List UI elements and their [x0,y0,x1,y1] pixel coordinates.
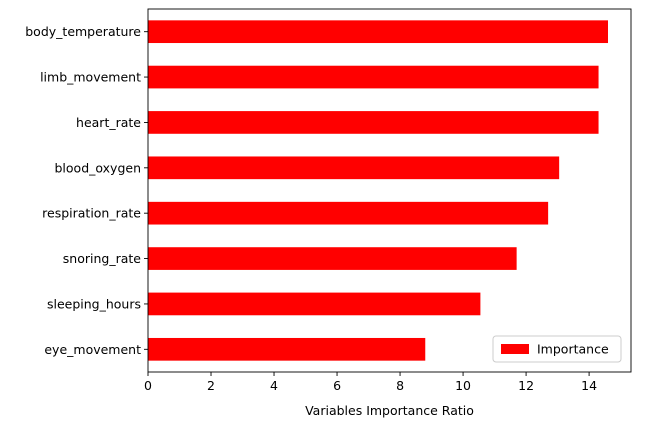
y-tick-label: respiration_rate [42,206,141,221]
bars-layer [148,20,608,361]
y-tick-label: eye_movement [44,342,141,357]
y-tick-label: body_temperature [25,24,141,39]
legend-box [492,335,622,363]
legend: Importance [492,335,622,363]
x-tick-label: 2 [207,378,215,393]
legend-swatch [501,344,529,354]
x-tick-label: 6 [333,378,341,393]
x-tick-label: 4 [270,378,278,393]
y-ticks: eye_movement sleeping_hours snoring_rate re… [25,24,148,357]
y-tick-label: heart_rate [76,115,141,130]
x-tick-label: 12 [518,378,534,393]
x-tick-label: 0 [144,378,152,393]
y-tick-label: snoring_rate [63,251,142,266]
bar-snoring_rate [148,247,517,270]
x-ticks: 0 2 4 6 8 10 12 14 [144,372,597,393]
y-tick-label: sleeping_hours [47,296,141,311]
bar-sleeping_hours [148,292,481,316]
x-tick-label: 8 [396,378,404,393]
bar-eye_movement [148,337,426,361]
bar-limb_movement [148,65,599,89]
bar-body_temperature [148,20,608,44]
x-axis-label: Variables Importance Ratio [305,403,474,418]
y-tick-label: limb_movement [40,70,141,85]
bar-respiration_rate [148,201,549,225]
x-tick-label: 10 [455,378,471,393]
y-tick-label: blood_oxygen [55,160,142,175]
legend-label: Importance [537,342,609,357]
bar-blood_oxygen [148,156,560,180]
plot-frame [147,8,632,373]
bar-heart_rate [148,111,599,134]
x-tick-label: 14 [581,378,597,393]
